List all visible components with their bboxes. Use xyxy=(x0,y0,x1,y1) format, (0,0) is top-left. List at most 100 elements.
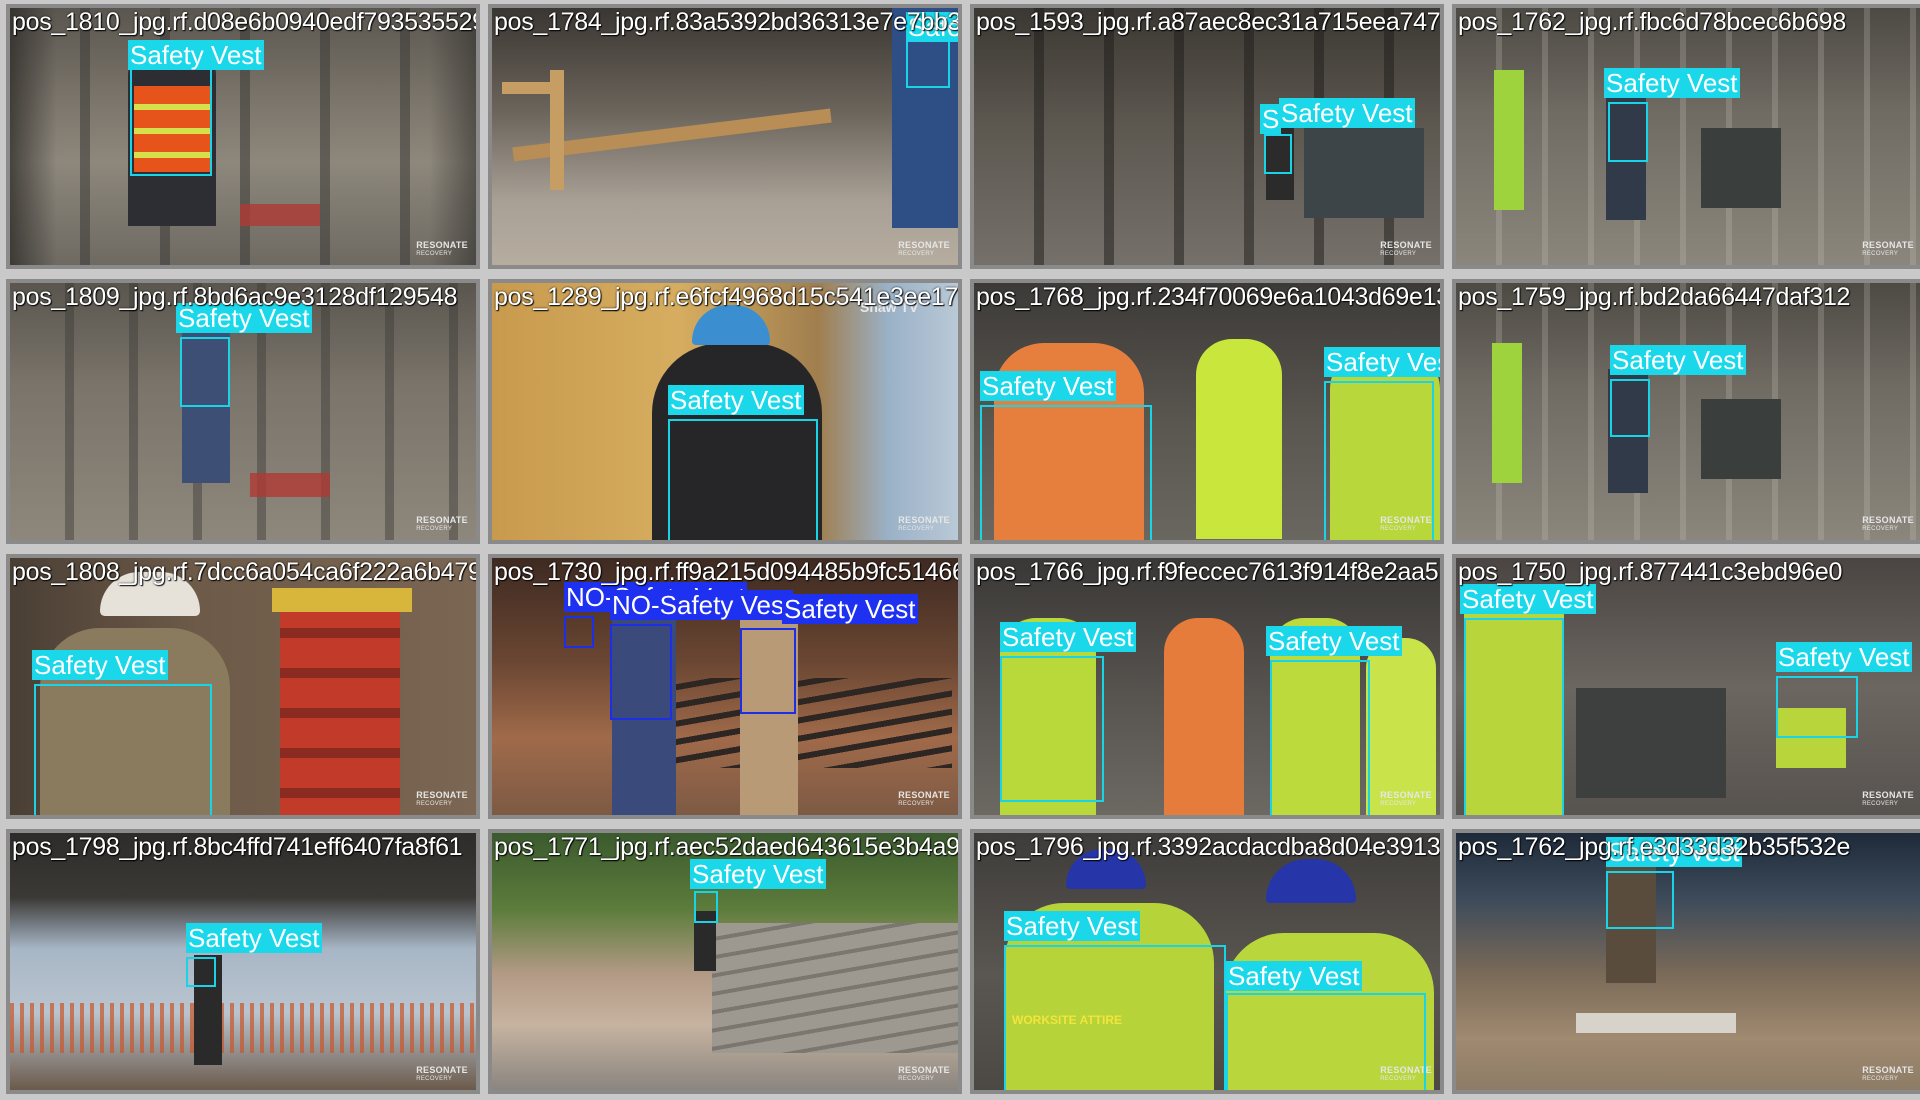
image-filename: pos_1730_jpg.rf.ff9a215d094485b9fc51466 xyxy=(494,558,962,586)
watermark: RESONATE RECOVERY xyxy=(416,240,468,258)
detection-label: Safety Vest xyxy=(1606,837,1742,867)
image-filename: pos_1289_jpg.rf.e6fcf4968d15c541e3ee1765 xyxy=(494,283,962,311)
detection-box xyxy=(34,684,212,815)
detection-box xyxy=(1606,871,1674,929)
worker-figure xyxy=(1224,933,1434,1090)
image-filename: pos_1796_jpg.rf.3392acdacdba8d04e3913463 xyxy=(976,833,1444,861)
detection-label: Safety Vest xyxy=(1226,961,1362,991)
detection-box xyxy=(1264,134,1292,174)
detection-label: Safety Vest xyxy=(1604,68,1740,98)
worker-figure xyxy=(1606,863,1656,983)
image-tile: pos_1771_jpg.rf.aec52daed643615e3b4a9736… xyxy=(488,829,962,1094)
worker-figure xyxy=(892,8,958,228)
detection-box xyxy=(1464,618,1564,815)
worker-figure xyxy=(1776,708,1846,768)
fence xyxy=(10,1003,476,1053)
detection-box xyxy=(564,616,594,648)
watermark: RESONATE RECOVERY xyxy=(1862,790,1914,808)
detection-label: Safety Vest xyxy=(980,371,1116,401)
watermark: RESONATE RECOVERY xyxy=(898,240,950,258)
machinery xyxy=(1576,688,1726,798)
worker-figure xyxy=(1196,339,1282,539)
ladder xyxy=(280,598,400,815)
watermark: RESONATE RECOVERY xyxy=(416,1065,468,1083)
floor-marking xyxy=(250,473,330,497)
watermark: RESONATE RECOVERY xyxy=(898,515,950,533)
worker-figure xyxy=(194,955,222,1065)
vest-shape xyxy=(134,86,210,172)
image-tile: pos_1766_jpg.rf.f9feccec7613f914f8e2aa5 … xyxy=(970,554,1444,819)
detection-box xyxy=(1324,381,1434,540)
worker-figure xyxy=(1606,90,1646,220)
detection-label: Safety Vest xyxy=(1460,584,1596,614)
dumpster xyxy=(1304,128,1424,218)
detection-box xyxy=(1608,102,1648,162)
image-filename: pos_1766_jpg.rf.f9feccec7613f914f8e2aa5 xyxy=(976,558,1439,586)
watermark: RESONATE RECOVERY xyxy=(1862,515,1914,533)
detection-box xyxy=(1000,656,1104,802)
detection-label: Safety Vest xyxy=(186,923,322,953)
image-tile: pos_1796_jpg.rf.3392acdacdba8d04e3913463… xyxy=(970,829,1444,1094)
image-tile: pos_1768_jpg.rf.234f70069e6a1043d69e1359… xyxy=(970,279,1444,544)
watermark: RESONATE RECOVERY xyxy=(1380,1065,1432,1083)
worker-figure xyxy=(612,618,676,815)
detection-label: Safety Vest xyxy=(128,40,264,70)
scene-image xyxy=(1456,8,1920,265)
detection-box xyxy=(1270,660,1370,815)
detection-box xyxy=(610,624,672,720)
floor-marking xyxy=(240,204,320,226)
detection-box xyxy=(1004,945,1226,1090)
worker-figure xyxy=(1608,369,1648,493)
detection-label: Safety Vest xyxy=(1004,911,1140,941)
image-tile: pos_1750_jpg.rf.877441c3ebd96e0 Safety V… xyxy=(1452,554,1920,819)
detection-box xyxy=(740,628,796,714)
detection-label: Safety Vest xyxy=(32,650,168,680)
worker-figure xyxy=(1330,349,1440,540)
detection-label: Safety Vest xyxy=(1324,347,1440,377)
detection-label: Safety Vest xyxy=(690,859,826,889)
detection-label: Safety Vest xyxy=(1279,98,1415,128)
detection-box xyxy=(694,891,718,923)
worker-figure xyxy=(694,911,716,971)
cart xyxy=(1701,128,1781,208)
worker-figure xyxy=(182,323,230,483)
ladder-top xyxy=(272,588,412,612)
detection-label: Safety Vest xyxy=(906,12,958,42)
image-tile: pos_1809_jpg.rf.8bd6ac9e3128df129548 Saf… xyxy=(6,279,480,544)
image-filename: pos_1768_jpg.rf.234f70069e6a1043d69e1359 xyxy=(976,283,1444,311)
worker-figure xyxy=(1464,608,1564,815)
detection-label: Safety Vest xyxy=(1266,626,1402,656)
detection-label: Safety Vest xyxy=(1000,622,1136,652)
detection-label: NO-Safety Vest xyxy=(610,590,794,620)
detection-box xyxy=(130,68,212,176)
wood-frame xyxy=(502,82,564,94)
worker-figure xyxy=(1492,343,1522,483)
image-tile: pos_1762_jpg.rf.fbc6d78bcec6b698 Safety … xyxy=(1452,4,1920,269)
image-filename: pos_1810_jpg.rf.d08e6b0940edf7935355299 xyxy=(12,8,480,36)
watermark: RESONATE RECOVERY xyxy=(1862,1065,1914,1083)
detection-box xyxy=(186,957,216,987)
image-filename: pos_1762_jpg.rf.e3d33d32b35f532e xyxy=(1458,833,1851,861)
tv-watermark: Shaw TV xyxy=(860,299,919,315)
detection-box xyxy=(1610,379,1650,437)
detection-box xyxy=(980,405,1152,540)
detection-box xyxy=(1776,676,1858,738)
watermark: RESONATE RECOVERY xyxy=(1380,240,1432,258)
image-tile: pos_1798_jpg.rf.8bc4ffd741eff6407fa8f61 … xyxy=(6,829,480,1094)
image-tile: pos_1593_jpg.rf.a87aec8ec31a715eea74762 … xyxy=(970,4,1444,269)
watermark: RESONATE RECOVERY xyxy=(416,790,468,808)
watermark: RESONATE RECOVERY xyxy=(898,1065,950,1083)
detection-label: Safety Vest xyxy=(782,594,918,624)
scene-image xyxy=(1456,283,1920,540)
image-filename: pos_1771_jpg.rf.aec52daed643615e3b4a9736 xyxy=(494,833,962,861)
worker-figure xyxy=(1164,618,1244,815)
cart xyxy=(1701,399,1781,479)
image-filename: pos_1809_jpg.rf.8bd6ac9e3128df129548 xyxy=(12,283,458,311)
hard-hat xyxy=(1266,859,1356,903)
image-filename: pos_1808_jpg.rf.7dcc6a054ca6f222a6b4796 xyxy=(12,558,480,586)
watermark: RESONATE RECOVERY xyxy=(1862,240,1914,258)
watermark: RESONATE RECOVERY xyxy=(416,515,468,533)
image-filename: pos_1784_jpg.rf.83a5392bd36313e7e7bb3 xyxy=(494,8,962,36)
detection-box xyxy=(180,337,230,407)
watermark: RESONATE RECOVERY xyxy=(1380,515,1432,533)
